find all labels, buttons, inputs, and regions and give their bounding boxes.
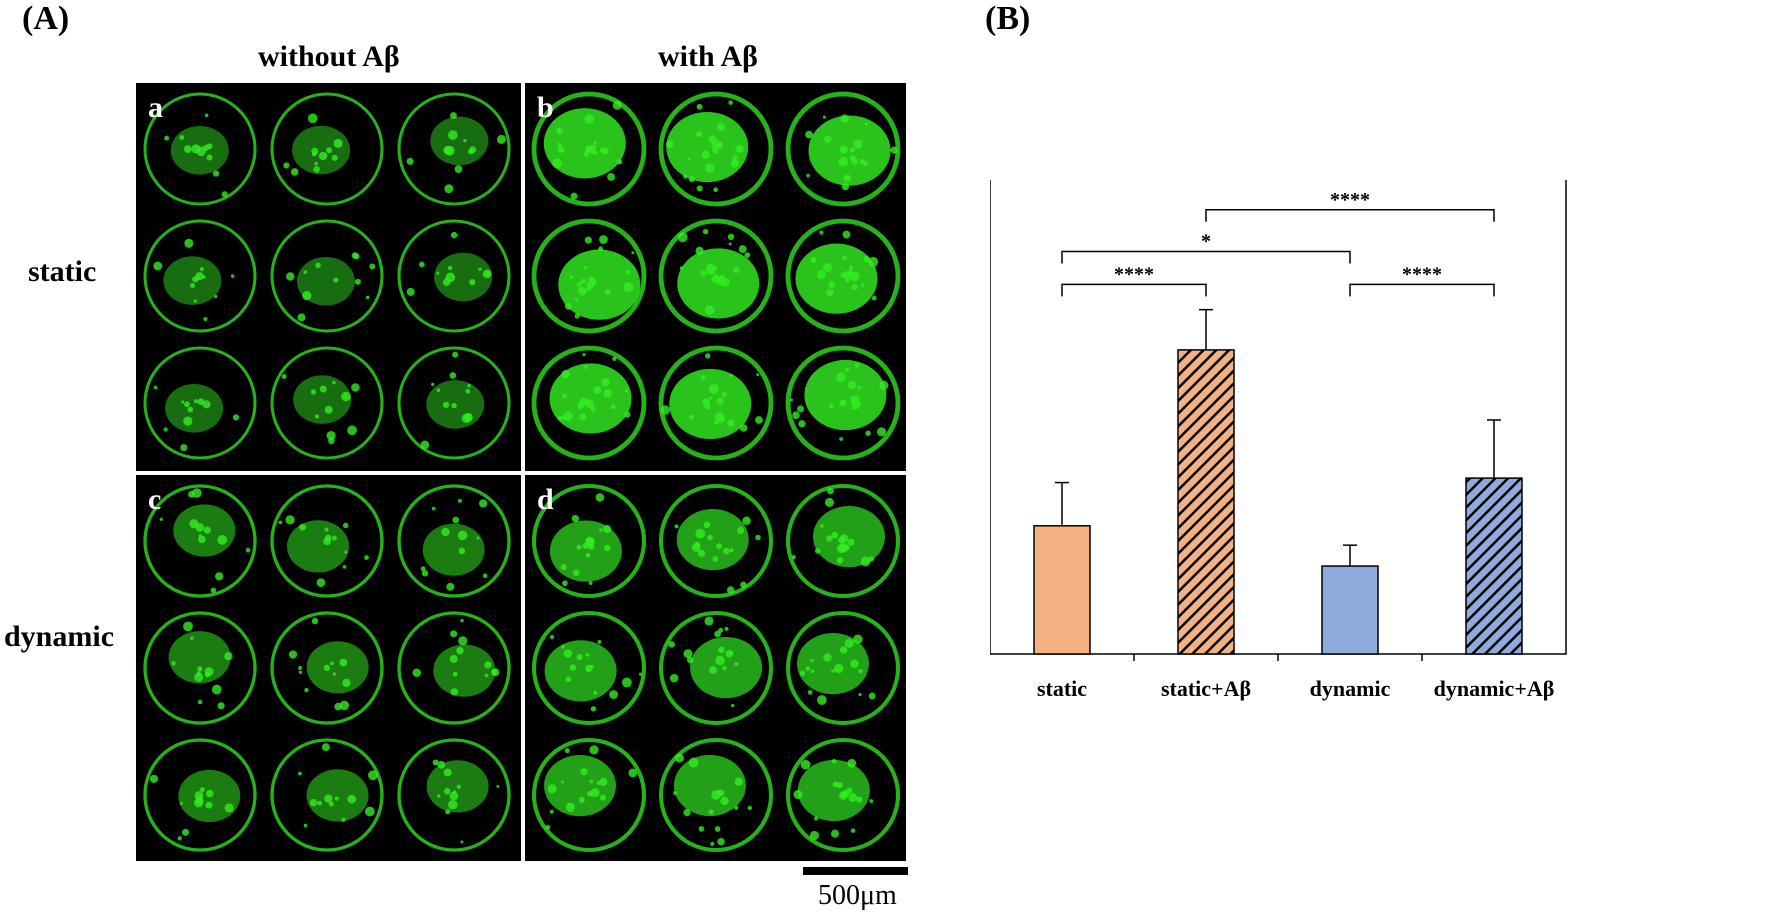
subpanel-c: c — [143, 483, 511, 852]
bar-dynamic — [1321, 565, 1379, 655]
row-label-static: static — [28, 255, 97, 288]
significance-label: * — [1201, 231, 1211, 253]
culture-well — [270, 611, 384, 725]
subpanel-d: d — [531, 483, 901, 853]
culture-well — [785, 483, 901, 599]
subpanel-a: a — [143, 91, 511, 460]
micrograph-grid: a b c d — [136, 83, 906, 861]
row-label-dynamic: dynamic — [4, 620, 115, 653]
culture-well — [658, 345, 774, 461]
significance-label: **** — [1114, 263, 1154, 285]
significance-bracket: * — [1061, 231, 1351, 264]
culture-well — [270, 346, 384, 460]
x-tick-label: dynamic+Aβ — [1434, 676, 1555, 701]
culture-well — [658, 218, 774, 334]
culture-well — [270, 738, 384, 852]
culture-well — [397, 484, 511, 598]
subpanel-label: a — [148, 91, 163, 124]
culture-well — [143, 346, 257, 460]
culture-well — [658, 483, 774, 599]
culture-well — [397, 738, 511, 852]
culture-well — [397, 92, 511, 206]
column-header-with: with Aβ — [658, 40, 758, 73]
culture-well — [143, 92, 257, 206]
x-tick-label: dynamic — [1310, 676, 1391, 701]
bar-static+Aβ — [1177, 349, 1235, 655]
culture-well — [270, 219, 384, 333]
panel-b-label: (B) — [985, 0, 1031, 37]
culture-well — [658, 737, 774, 853]
culture-well — [785, 345, 901, 461]
culture-well — [785, 218, 901, 334]
culture-well — [531, 737, 647, 853]
culture-well — [785, 91, 901, 207]
scale-bar — [803, 867, 908, 875]
culture-well — [531, 218, 647, 334]
x-tick-label: static — [1037, 676, 1087, 701]
bar-static — [1033, 525, 1091, 655]
culture-well — [785, 610, 901, 726]
bar-dynamic+Aβ — [1465, 477, 1523, 655]
subpanel-label: b — [537, 91, 554, 124]
culture-well — [531, 610, 647, 726]
significance-label: **** — [1402, 263, 1442, 285]
culture-well — [143, 484, 257, 598]
significance-bracket: **** — [1205, 189, 1495, 222]
culture-well — [658, 91, 774, 207]
culture-well — [143, 611, 257, 725]
significance-label: **** — [1330, 189, 1370, 211]
culture-well — [531, 345, 647, 461]
culture-well — [143, 219, 257, 333]
culture-well — [143, 738, 257, 852]
panel-a-label: (A) — [22, 0, 70, 37]
significance-bracket: **** — [1349, 263, 1495, 297]
significance-bracket: **** — [1061, 263, 1207, 297]
horizontal-divider — [136, 471, 906, 475]
culture-well — [397, 219, 511, 333]
culture-well — [531, 91, 647, 207]
subpanel-b: b — [531, 91, 901, 461]
ros-bar-chart: 0306090120150ROS of fluorescence intensi… — [990, 180, 1567, 701]
x-tick-label: static+Aβ — [1161, 676, 1251, 701]
culture-well — [397, 611, 511, 725]
culture-well — [397, 346, 511, 460]
culture-well — [531, 483, 647, 599]
subpanel-label: c — [148, 483, 161, 516]
scale-bar-label: 500μm — [818, 880, 897, 911]
culture-well — [658, 610, 774, 726]
subpanel-label: d — [537, 483, 554, 516]
culture-well — [270, 484, 384, 598]
culture-well — [785, 737, 901, 853]
column-header-without: without Aβ — [258, 40, 400, 73]
culture-well — [270, 92, 384, 206]
